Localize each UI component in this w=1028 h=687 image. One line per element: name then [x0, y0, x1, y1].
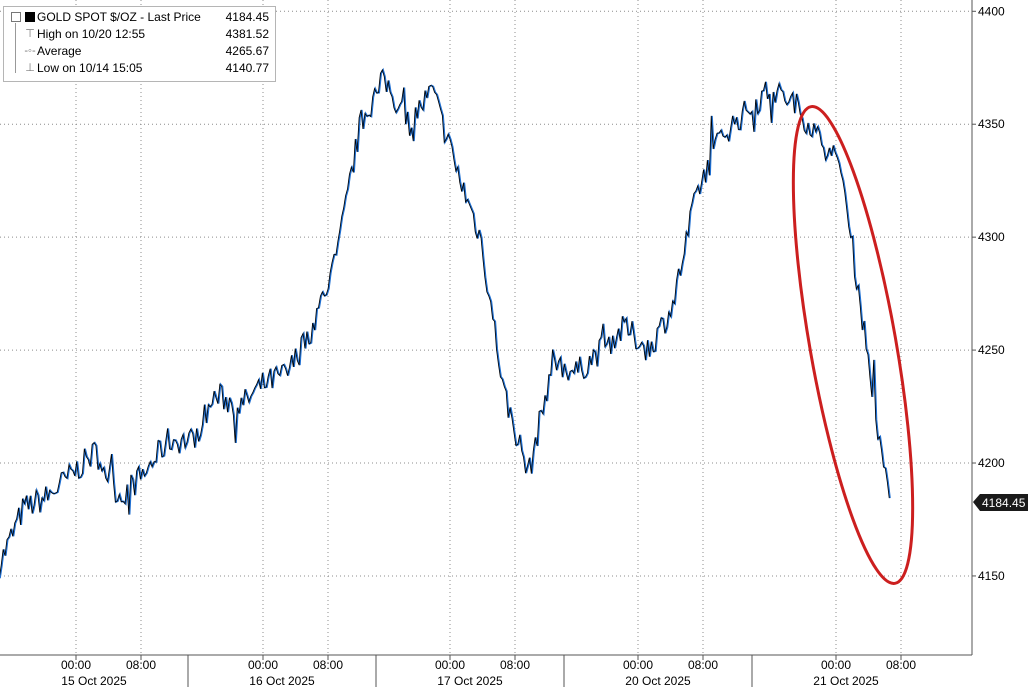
- series-line-accent: [0, 67, 891, 579]
- legend-high-label: High on 10/20 12:55: [37, 27, 146, 41]
- x-tick-label: 08:00: [688, 658, 718, 672]
- x-tick-label: 00:00: [435, 658, 465, 672]
- selloff-highlight-ellipse: [791, 105, 915, 585]
- legend-title-value: 4184.45: [225, 10, 269, 24]
- series-color-swatch: [25, 12, 35, 22]
- low-marker-icon: ⊥: [25, 62, 35, 74]
- average-marker-icon: -◦-: [24, 45, 36, 57]
- x-day-label: 16 Oct 2025: [249, 674, 315, 687]
- y-tick-label: 4400: [978, 4, 1005, 18]
- y-tick-label: 4300: [978, 230, 1005, 244]
- x-tick-label: 00:00: [248, 658, 278, 672]
- chart-legend: GOLD SPOT $/OZ - Last Price 4184.45 ⊤ Hi…: [3, 6, 276, 82]
- x-tick-label: 00:00: [61, 658, 91, 672]
- plot-area: [0, 0, 972, 655]
- legend-average-label: Average: [37, 44, 82, 58]
- x-tick-label: 08:00: [126, 658, 156, 672]
- legend-high-value: 4381.52: [225, 27, 269, 41]
- last-price-tag: 4184.45: [973, 494, 1028, 511]
- y-tick-label: 4350: [978, 117, 1005, 131]
- y-tick-label: 4200: [978, 456, 1005, 470]
- legend-low-value: 4140.77: [225, 61, 269, 75]
- last-price-tag-value: 4184.45: [982, 496, 1026, 510]
- x-tick-label: 00:00: [821, 658, 851, 672]
- legend-title: GOLD SPOT $/OZ - Last Price: [37, 10, 201, 24]
- legend-row-low: ⊥ Low on 10/14 15:05 4140.77: [4, 60, 275, 76]
- x-tick-label: 08:00: [313, 658, 343, 672]
- legend-average-value: 4265.67: [225, 44, 269, 58]
- legend-row-high: ⊤ High on 10/20 12:55 4381.52: [4, 26, 275, 42]
- x-tick-label: 08:00: [500, 658, 530, 672]
- legend-checkbox[interactable]: [11, 12, 21, 22]
- y-axis-ticks: 4150 4200 4250 4300 4350 4400: [972, 4, 1005, 583]
- series-line: [0, 68, 890, 576]
- legend-low-label: Low on 10/14 15:05: [37, 61, 143, 75]
- y-tick-label: 4250: [978, 343, 1005, 357]
- x-day-label: 21 Oct 2025: [813, 674, 879, 687]
- legend-title-row: GOLD SPOT $/OZ - Last Price 4184.45: [4, 9, 275, 25]
- x-axis-ticks: 00:00 08:00 00:00 08:00 00:00 08:00 00:00 08:00…: [61, 655, 916, 687]
- x-day-label: 20 Oct 2025: [625, 674, 691, 687]
- legend-row-average: -◦- Average 4265.67: [4, 43, 275, 59]
- y-tick-label: 4150: [978, 569, 1005, 583]
- legend-tree-line: [15, 23, 16, 73]
- x-tick-label: 00:00: [623, 658, 653, 672]
- x-day-label: 17 Oct 2025: [437, 674, 503, 687]
- x-day-label: 15 Oct 2025: [61, 674, 127, 687]
- high-marker-icon: ⊤: [25, 28, 35, 40]
- x-tick-label: 08:00: [886, 658, 916, 672]
- last-price-tag-shape: [973, 494, 1028, 511]
- price-series: [0, 67, 891, 579]
